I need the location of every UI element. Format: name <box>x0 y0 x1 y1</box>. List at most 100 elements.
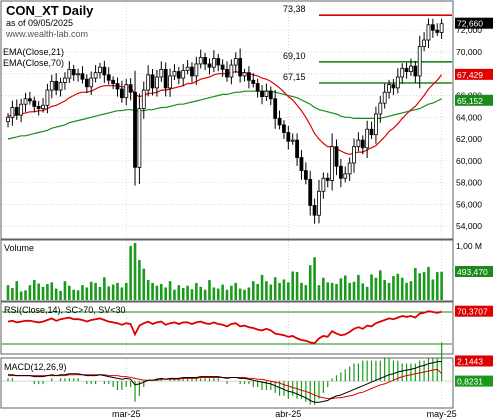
candle-body <box>98 66 102 74</box>
price-tick-label: 64,000 <box>456 112 482 122</box>
price-tick-label: 70,000 <box>456 47 482 57</box>
ema70-value-tag: 65,152 <box>457 96 483 106</box>
candle-body <box>400 67 405 78</box>
volume-bar <box>251 281 255 300</box>
candle-body <box>225 68 229 78</box>
volume-bar <box>85 287 89 300</box>
volume-bar <box>138 260 141 300</box>
volume-bar <box>164 287 167 300</box>
volume-bar <box>19 291 23 300</box>
candle-body <box>141 89 146 109</box>
candle-body <box>6 116 10 123</box>
as-of-date: as of 09/05/2025 <box>6 18 73 28</box>
candle-body <box>54 80 59 91</box>
volume-bar <box>89 281 93 300</box>
volume-bar <box>142 268 146 300</box>
volume-bar <box>409 281 413 300</box>
volume-bar <box>37 283 40 300</box>
ema21-value-tag-bg <box>455 68 493 80</box>
signal-value-tag-bg <box>455 375 493 387</box>
volume-bar <box>120 287 124 300</box>
candle-body <box>133 91 137 168</box>
rsi-title: RSI(Close,14), SC>70, SV<30 <box>4 305 126 315</box>
volume-bar <box>221 284 224 300</box>
volume-bar <box>50 282 54 300</box>
candle-body <box>338 165 343 179</box>
volume-bar <box>116 282 119 300</box>
volume-bar <box>216 288 220 300</box>
candle-body <box>264 90 269 98</box>
volume-bars <box>6 243 443 300</box>
volume-bar <box>186 285 189 300</box>
volume-bar <box>418 273 422 300</box>
volume-bar <box>72 289 75 300</box>
candle-body <box>233 58 238 66</box>
candle-body <box>36 105 41 109</box>
candle-body <box>27 98 32 102</box>
candle-body <box>14 107 19 116</box>
rsi-value-tag: 70,3707 <box>457 307 488 317</box>
candle-body <box>417 46 422 77</box>
candle-body <box>146 74 151 91</box>
volume-bar <box>343 275 347 300</box>
candle-body <box>422 39 427 47</box>
volume-bar <box>387 282 391 300</box>
volume-bar <box>265 281 268 300</box>
volume-bar <box>396 273 400 300</box>
volume-title: Volume <box>4 243 34 253</box>
candle-body <box>19 103 24 116</box>
volume-bar <box>269 284 273 300</box>
macd-line <box>8 361 442 403</box>
volume-bar <box>435 272 439 300</box>
last-price-tag-bg <box>455 17 493 29</box>
candle-body <box>185 66 190 71</box>
volume-bar <box>304 285 308 300</box>
volume-bar <box>94 282 97 300</box>
volume-bar <box>427 266 430 300</box>
candle-body <box>395 76 400 89</box>
volume-bar <box>313 257 316 300</box>
level-label: 67,15 <box>283 72 306 82</box>
volume-bar <box>365 286 369 300</box>
candle-body <box>330 146 335 181</box>
volume-bar <box>273 277 277 300</box>
candle-body <box>115 83 120 90</box>
candle-body <box>251 79 256 84</box>
volume-bar <box>177 285 181 300</box>
volume-bar <box>291 271 294 300</box>
candle-body <box>374 113 378 136</box>
volume-bar <box>287 282 290 300</box>
candle-body <box>277 117 282 126</box>
legend-ema21: EMA(Close,21) <box>3 47 64 57</box>
candle-body <box>290 139 295 142</box>
candle-body <box>216 58 221 66</box>
candle-body <box>194 63 199 77</box>
volume-bar <box>155 285 159 300</box>
volume-bar <box>111 284 115 300</box>
candle-body <box>242 72 247 77</box>
candle-body <box>365 128 370 149</box>
volume-bar <box>322 277 325 300</box>
ema70-line <box>7 90 442 140</box>
volume-bar <box>208 280 211 300</box>
candle-body <box>76 73 80 76</box>
volume-bar <box>400 277 404 300</box>
candle-body <box>426 24 431 41</box>
volume-bar <box>370 274 373 300</box>
volume-bar <box>295 272 299 300</box>
volume-bar <box>230 285 233 300</box>
candle-body <box>172 71 177 77</box>
volume-value-tag: 493,470 <box>457 267 488 277</box>
volume-bar <box>339 278 343 300</box>
candle-body <box>409 65 413 72</box>
volume-bar <box>124 282 128 300</box>
candle-body <box>246 72 251 81</box>
volume-value-tag-bg <box>455 266 493 277</box>
rsi-value-tag-bg <box>455 305 493 317</box>
candle-body <box>356 139 361 148</box>
candle-body <box>352 146 356 164</box>
volume-bar <box>81 285 84 300</box>
volume-bar <box>59 290 62 300</box>
candle-body <box>378 102 383 115</box>
candle-body <box>58 82 63 91</box>
